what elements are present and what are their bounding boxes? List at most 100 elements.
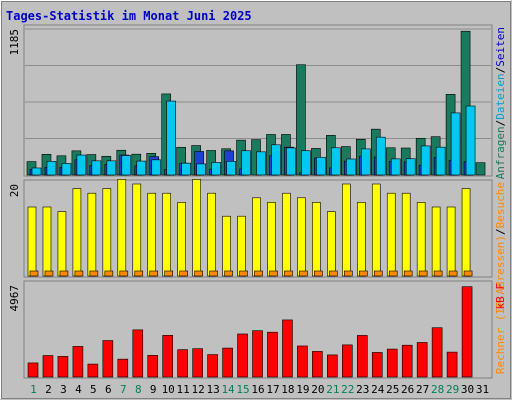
bar-kb (252, 330, 263, 378)
panel-max-label: 1185 (8, 29, 21, 56)
bar-besuche (192, 179, 201, 277)
day-label: 8 (135, 383, 142, 396)
bar-besuche (252, 197, 261, 277)
bar-besuche (102, 188, 112, 277)
bar-dateien (465, 105, 476, 176)
bar-dateien (211, 162, 221, 176)
day-label: 16 (251, 383, 264, 396)
bar-besuche (267, 202, 276, 277)
bar-kb (162, 335, 174, 378)
day-label: 15 (236, 383, 249, 396)
bar-kb (297, 345, 308, 378)
x-axis-day-labels: 1 2 3 4 5 6 7 8 9 10 11 12 13 14 15 16 17 18 19 20 21 22 23 24 2… (30, 383, 489, 396)
bar-kb (431, 327, 443, 378)
legend-entry: / (494, 120, 507, 127)
day-label: 21 (326, 383, 339, 396)
bar-rechner (284, 270, 293, 277)
bar-dateien (405, 158, 416, 176)
bar-kb (267, 331, 278, 378)
bar-dateien (420, 145, 431, 176)
day-label: 17 (266, 383, 279, 396)
bar-kb (177, 349, 188, 378)
legend-entry: Besuche (494, 182, 507, 228)
bar-dateien (121, 155, 132, 176)
bar-kb (27, 362, 39, 378)
bar-rechner (388, 270, 398, 277)
bar-besuche (356, 202, 366, 277)
day-label: 20 (311, 383, 324, 396)
bar-kb (147, 355, 159, 378)
bar-rechner (433, 270, 443, 277)
chart-bevel-dark (1, 1, 511, 399)
day-label: 2 (45, 383, 52, 396)
bar-besuche (207, 192, 216, 277)
bar-kb (386, 348, 398, 378)
bar-dateien (346, 158, 356, 176)
day-label: 29 (446, 383, 459, 396)
bar-kb (356, 335, 368, 378)
bar-kb (42, 355, 54, 378)
bar-rechner (403, 270, 413, 277)
bar-dateien (61, 163, 72, 176)
panel-bottom: 4967 kB F (8, 280, 507, 379)
bar-dateien (226, 161, 236, 176)
bar-rechner (44, 270, 54, 277)
bar-rechner (179, 270, 188, 277)
bar-dateien (196, 163, 206, 176)
bar-besuche (147, 192, 157, 277)
day-label: 27 (416, 383, 429, 396)
bar-dateien (76, 154, 87, 176)
bar-kb (57, 356, 69, 378)
bar-kb (371, 352, 383, 378)
bar-dateien (301, 150, 311, 176)
day-label: 1 (30, 383, 37, 396)
bar-rechner (104, 270, 114, 277)
bar-rechner (119, 270, 129, 277)
bar-rechner (194, 270, 203, 277)
bar-besuche (342, 183, 351, 277)
bar-besuche (42, 206, 52, 277)
day-label: 13 (206, 383, 219, 396)
bar-rechner (373, 270, 383, 277)
bar-rechner (239, 270, 248, 277)
bar-besuche (401, 192, 411, 277)
bar-dateien (136, 160, 147, 176)
day-label: 28 (431, 383, 444, 396)
bar-dateien (375, 136, 386, 176)
bar-anfragen (475, 162, 486, 176)
day-label: 5 (90, 383, 97, 396)
day-label: 25 (386, 383, 399, 396)
bar-dateien (91, 160, 102, 176)
bar-kb (342, 344, 353, 378)
bar-rechner (344, 270, 353, 277)
bar-rechner (314, 270, 323, 277)
day-label: 14 (221, 383, 235, 396)
bar-besuche (431, 206, 441, 277)
bar-rechner (299, 270, 308, 277)
bar-besuche (117, 179, 127, 277)
day-label: 10 (162, 383, 175, 396)
panel-legend: Anfragen/Dateien/Seiten (494, 27, 507, 179)
bar-dateien (450, 112, 461, 176)
bar-dateien (106, 160, 117, 176)
bar-rechner (269, 270, 278, 277)
bar-kb (72, 346, 84, 378)
bar-kb (102, 340, 114, 378)
bar-dateien (390, 158, 401, 176)
day-label: 26 (401, 383, 414, 396)
bar-kb (312, 351, 323, 378)
bar-besuche (87, 192, 97, 277)
legend-entry: Dateien (494, 73, 507, 119)
bar-rechner (74, 270, 84, 277)
bar-rechner (254, 270, 263, 277)
bar-besuche (297, 197, 306, 277)
bar-kb (282, 319, 293, 378)
bar-besuche (327, 211, 336, 277)
bar-dateien (31, 167, 42, 176)
bar-kb (207, 354, 218, 378)
legend-entry: Seiten (494, 27, 507, 67)
bar-dateien (256, 151, 266, 176)
